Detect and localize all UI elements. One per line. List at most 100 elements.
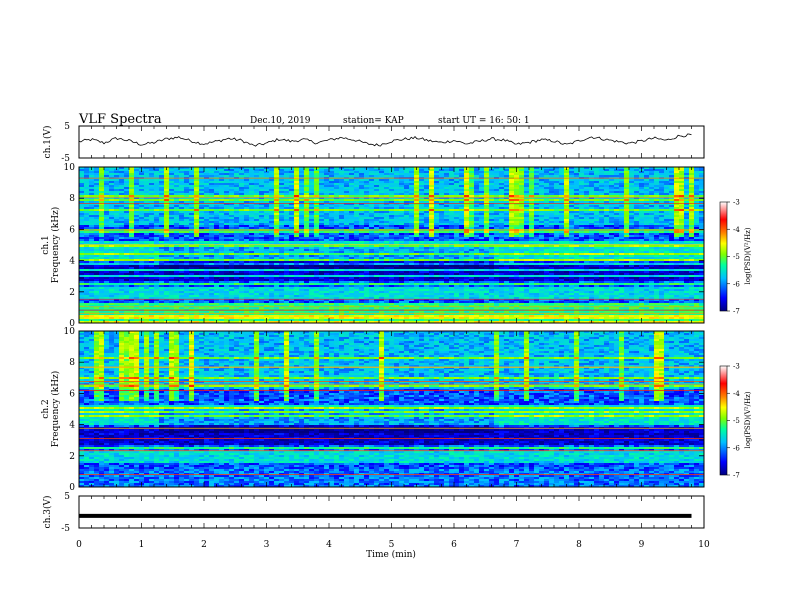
spectrogram-cell: [534, 221, 540, 224]
spectrogram-cell: [394, 237, 400, 240]
spectrogram-cell: [384, 221, 390, 224]
spectrogram-cell: [299, 219, 305, 222]
spectrogram-cell: [149, 241, 155, 244]
spectrogram-cell: [304, 203, 310, 206]
spectrogram-cell: [149, 245, 155, 248]
spectrogram-cell: [649, 181, 655, 184]
spectrogram-cell: [679, 197, 685, 200]
spectrogram-cell: [319, 233, 325, 236]
spectrogram-cell: [249, 227, 255, 230]
spectrogram-cell: [554, 189, 560, 192]
spectrogram-cell: [204, 171, 210, 174]
spectrogram-cell: [324, 201, 330, 204]
spectrogram-cell: [584, 241, 590, 244]
spectrogram-cell: [609, 225, 615, 228]
spectrogram-cell: [534, 217, 540, 220]
spectrogram-cell: [314, 193, 320, 196]
spectrogram-cell: [184, 233, 190, 236]
spectrogram-cell: [199, 215, 205, 218]
spectrogram-cell: [99, 193, 105, 196]
spectrogram-cell: [149, 195, 155, 198]
spectrogram-cell: [104, 239, 110, 242]
spectrogram-cell: [384, 241, 390, 244]
spectrogram-cell: [389, 237, 395, 240]
spectrogram-cell: [79, 217, 85, 220]
spectrogram-cell: [499, 169, 505, 172]
spectrogram-cell: [349, 243, 355, 246]
spectrogram-cell: [514, 195, 520, 198]
spectrogram-cell: [399, 187, 405, 190]
spectrogram-cell: [229, 241, 235, 244]
spectrogram-cell: [429, 207, 435, 210]
spectrogram-cell: [674, 227, 680, 230]
spectrogram-cell: [469, 237, 475, 240]
spectrogram-cell: [584, 235, 590, 238]
spectrogram-cell: [539, 233, 545, 236]
spectrogram-cell: [379, 169, 385, 172]
spectrogram-cell: [569, 185, 575, 188]
spectrogram-cell: [454, 175, 460, 178]
spectrogram-cell: [364, 197, 370, 200]
spectrogram-cell: [314, 169, 320, 172]
spectrogram-cell: [504, 201, 510, 204]
spectrogram-cell: [509, 231, 515, 234]
spectrogram-cell: [209, 189, 215, 192]
spectrogram-cell: [624, 183, 630, 186]
spectrogram-cell: [79, 173, 85, 176]
spectrogram-cell: [189, 231, 195, 234]
spectrogram-cell: [409, 199, 415, 202]
spectrogram-cell: [234, 221, 240, 224]
spectrogram-cell: [114, 227, 120, 230]
spectrogram-cell: [139, 219, 145, 222]
spectrogram-cell: [114, 181, 120, 184]
spectrogram-cell: [694, 209, 700, 212]
spectrogram-cell: [94, 233, 100, 236]
spectrogram-cell: [654, 211, 660, 214]
spectrogram-cell: [384, 173, 390, 176]
spectrogram-cell: [304, 209, 310, 212]
spectrogram-cell: [249, 225, 255, 228]
spectrogram-cell: [564, 233, 570, 236]
spectrogram-cell: [179, 211, 185, 214]
spectrogram-cell: [104, 183, 110, 186]
spectrogram-cell: [444, 227, 450, 230]
spectrogram-cell: [569, 189, 575, 192]
spectrogram-cell: [139, 211, 145, 214]
spectrogram-cell: [99, 203, 105, 206]
spectrogram-cell: [369, 183, 375, 186]
spectrogram-cell: [464, 199, 470, 202]
spectrogram-cell: [309, 183, 315, 186]
spectrogram-cell: [599, 181, 605, 184]
spectrogram-cell: [584, 227, 590, 230]
spectrogram-cell: [344, 205, 350, 208]
ch1-spectrogram-image: [79, 167, 704, 323]
spectrogram-cell: [219, 197, 225, 200]
spectrogram-cell: [269, 173, 275, 176]
spectrogram-cell: [294, 207, 300, 210]
spectrogram-cell: [544, 193, 550, 196]
spectrogram-cell: [264, 195, 270, 198]
spectrogram-cell: [419, 185, 425, 188]
spectrogram-cell: [214, 207, 220, 210]
spectrogram-cell: [299, 185, 305, 188]
spectrogram-cell: [534, 233, 540, 236]
spectrogram-cell: [154, 217, 160, 220]
spectrogram-cell: [339, 237, 345, 240]
spectrogram-cell: [299, 169, 305, 172]
spectrogram-cell: [384, 205, 390, 208]
spectrogram-cell: [514, 241, 520, 244]
spectrogram-cell: [99, 211, 105, 214]
spectrogram-cell: [349, 217, 355, 220]
spectrogram-cell: [624, 199, 630, 202]
spectrogram-cell: [664, 173, 670, 176]
spectrogram-cell: [249, 185, 255, 188]
spectrogram-cell: [194, 233, 200, 236]
spectrogram-cell: [334, 169, 340, 172]
spectrogram-cell: [454, 233, 460, 236]
spectrogram-cell: [299, 215, 305, 218]
spectrogram-cell: [524, 215, 530, 218]
spectrogram-cell: [149, 209, 155, 212]
spectrogram-cell: [524, 213, 530, 216]
spectrogram-cell: [614, 213, 620, 216]
spectrogram-cell: [699, 171, 704, 174]
